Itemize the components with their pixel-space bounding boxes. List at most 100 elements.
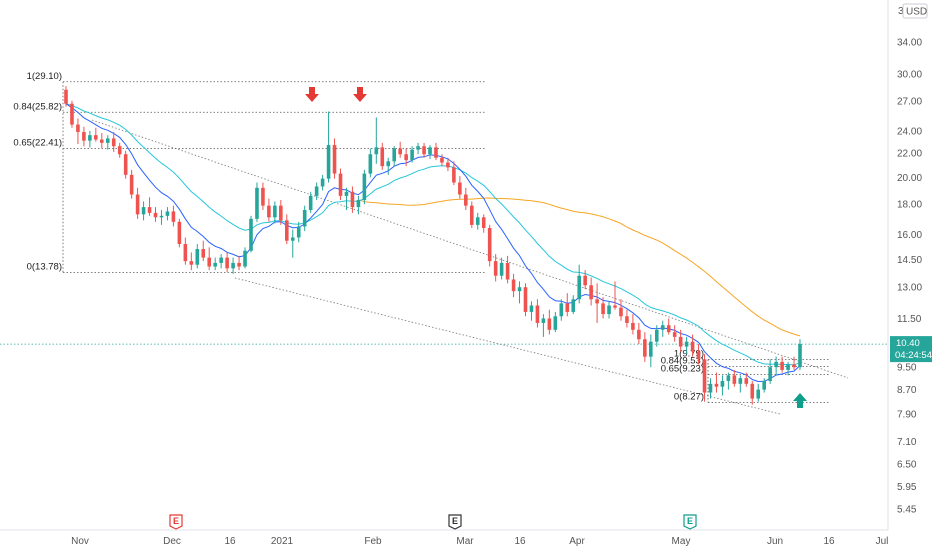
candle-body (392, 148, 397, 162)
candle-body (320, 178, 325, 187)
candle-body (666, 325, 671, 333)
fib-lower-label: 0(8.27) (674, 392, 704, 403)
candle-body (523, 287, 528, 312)
candle-body (493, 261, 498, 276)
candle-body (529, 305, 534, 312)
down-arrow-icon (305, 87, 319, 102)
time-axis[interactable]: Nov Dec 16 2021 Feb Mar 16 Apr May Jun 16 Jul (0, 529, 888, 547)
candle-body (678, 336, 683, 347)
candle-body (422, 146, 426, 155)
candle-body (70, 103, 74, 125)
candle-body (446, 162, 450, 168)
price-tick-label: 24.00 (897, 126, 922, 137)
candle-body (207, 257, 212, 267)
price-tick-label: 14.50 (897, 255, 922, 266)
candle-body (100, 139, 104, 143)
candle-body (547, 318, 552, 330)
candle-body (284, 220, 289, 241)
candle-body (708, 383, 713, 393)
price-tick-label: 11.50 (897, 314, 922, 325)
candle-body (255, 187, 259, 219)
currency-button[interactable]: USD (902, 3, 928, 19)
time-tick-label: 16 (823, 536, 835, 547)
candle-body (768, 367, 772, 381)
candle-body (517, 287, 522, 292)
candle-body (643, 339, 647, 357)
candle-body (141, 207, 146, 215)
candle-body (595, 299, 599, 304)
candle-body (219, 257, 223, 263)
down-arrow-icon (353, 87, 367, 102)
candle-body (756, 389, 761, 399)
candle-body (434, 147, 438, 158)
candle-body (649, 341, 653, 357)
candle-body (458, 182, 462, 195)
candle-body (183, 244, 188, 262)
candle-body (380, 147, 385, 167)
price-tick-label: 7.10 (897, 437, 917, 448)
price-axis[interactable]: 34.00 30.00 27.00 24.00 22.00 20.00 18.00 16.00… (887, 0, 932, 530)
price-tick-label: 27.00 (897, 96, 922, 107)
ema-mid-line (65, 103, 801, 366)
candle-body (308, 195, 313, 210)
candle-body (786, 364, 790, 370)
last-price-value: 10.40 (896, 338, 920, 349)
wedge-lines (91, 119, 849, 415)
candle-body (428, 147, 432, 155)
candle-body (583, 275, 587, 286)
candle-body (213, 262, 217, 267)
candle-body (774, 361, 778, 368)
candle-body (440, 157, 444, 163)
candle-body (362, 173, 367, 201)
time-tick-label: 16 (224, 536, 236, 547)
price-tick-label: 5.95 (897, 482, 917, 493)
fib-lower-label: 0.84(9.53) (661, 355, 704, 366)
candle-body (165, 211, 170, 216)
candle-body (404, 154, 408, 161)
candle-body (464, 194, 468, 206)
plot-area[interactable] (0, 0, 888, 530)
plot-background (0, 0, 888, 530)
time-tick-label: Feb (364, 536, 382, 547)
fib-upper-label: 0.65(22.41) (13, 137, 62, 148)
candle-body (76, 124, 80, 132)
lower-wedge-line (234, 277, 781, 415)
candle-body (475, 217, 480, 225)
candle-body (111, 138, 116, 147)
candle-body (744, 378, 749, 384)
ema-fast-line (65, 103, 801, 383)
candle-body (589, 285, 593, 300)
candle-body (386, 161, 391, 167)
candlestick-series (64, 86, 802, 405)
candle-body (690, 341, 695, 352)
candle-body (481, 217, 486, 228)
candle-body (267, 205, 271, 218)
bar-countdown: 04:24:54 (895, 350, 932, 361)
currency-button-frame (902, 3, 928, 19)
candle-body (684, 341, 689, 347)
candle-body (511, 279, 516, 292)
candle-body (726, 375, 731, 381)
candle-body (225, 257, 229, 269)
earnings-badge-label: E (173, 516, 179, 526)
candle-body (571, 299, 576, 312)
time-tick-label: Apr (569, 536, 585, 547)
candle-body (147, 207, 152, 213)
candle-body (296, 226, 301, 238)
candle-body (750, 383, 755, 399)
candle-body (159, 215, 164, 218)
candle-body (117, 146, 122, 155)
candle-body (762, 380, 766, 390)
candle-body (654, 329, 659, 342)
earnings-badge-icon (448, 514, 462, 530)
candle-body (105, 138, 110, 143)
time-tick-label: May (672, 536, 691, 547)
price-tick-label: 5.45 (897, 504, 917, 515)
candle-body (344, 191, 349, 196)
candle-body (487, 227, 492, 262)
time-tick-label: Jun (767, 536, 783, 547)
candle-body (261, 187, 265, 206)
candle-body (231, 262, 235, 269)
price-tick-label: 16.00 (897, 230, 922, 241)
